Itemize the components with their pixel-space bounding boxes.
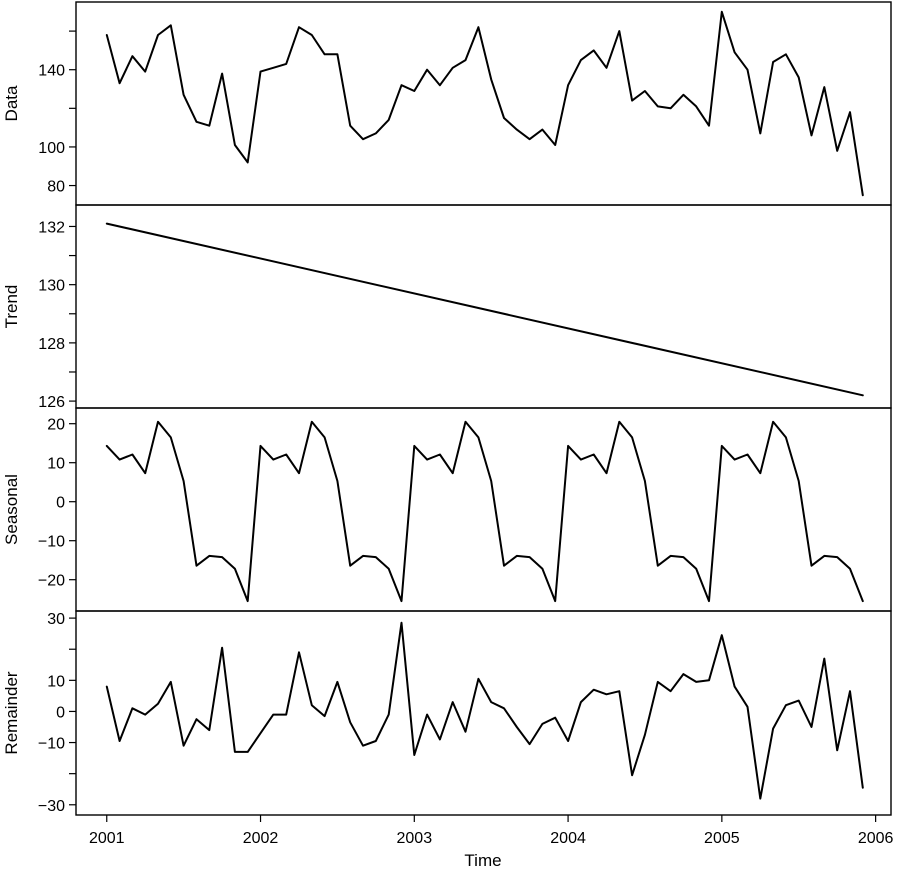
series-line-trend (105, 222, 864, 397)
y-tick-label-remainder: −30 (38, 798, 65, 815)
x-axis-label: Time (464, 851, 501, 870)
panel-frame-data (75, 1, 892, 206)
y-tick-label-remainder: −10 (38, 736, 65, 753)
panel-seasonal: −20 −10 0 10 20 Seasonal (2, 407, 892, 612)
y-tick-label-data: 80 (47, 179, 65, 196)
y-axis-label-data: Data (2, 85, 21, 121)
y-tick-label-seasonal: −20 (38, 573, 65, 590)
y-tick-label-data: 140 (38, 63, 65, 80)
y-tick-label-seasonal: 0 (56, 495, 65, 512)
panel-frame-trend (75, 204, 892, 409)
x-tick-label: 2001 (89, 830, 125, 847)
y-tick-label-trend: 126 (38, 394, 65, 411)
y-tick-label-seasonal: 10 (47, 456, 65, 473)
panel-frame-remainder (75, 610, 892, 816)
y-tick-label-data: 100 (38, 140, 65, 157)
series-line-remainder (105, 621, 864, 800)
panel-remainder: −30 −10 0 10 30 Remainder (2, 610, 892, 816)
y-tick-label-remainder: 0 (56, 704, 65, 721)
y-axis-label-remainder: Remainder (2, 671, 21, 754)
panel-trend: 126 128 130 132 Trend (2, 204, 892, 411)
x-tick-label: 2005 (704, 830, 740, 847)
x-tick-label: 2004 (550, 830, 586, 847)
x-tick-label: 2002 (243, 830, 279, 847)
series-line-data (105, 10, 864, 197)
series-line-seasonal (105, 420, 864, 603)
x-tick-label: 2006 (858, 830, 894, 847)
y-tick-label-trend: 132 (38, 219, 65, 236)
y-tick-label-seasonal: −10 (38, 534, 65, 551)
y-tick-label-trend: 128 (38, 336, 65, 353)
panel-data: 80 100 140 Data (2, 1, 892, 206)
y-axis-label-seasonal: Seasonal (2, 474, 21, 545)
x-tick-label: 2003 (397, 830, 433, 847)
y-tick-label-remainder: 10 (47, 673, 65, 690)
y-tick-label-remainder: 30 (47, 611, 65, 628)
y-tick-label-seasonal: 20 (47, 417, 65, 434)
y-tick-label-trend: 130 (38, 278, 65, 295)
y-axis-label-trend: Trend (2, 285, 21, 329)
